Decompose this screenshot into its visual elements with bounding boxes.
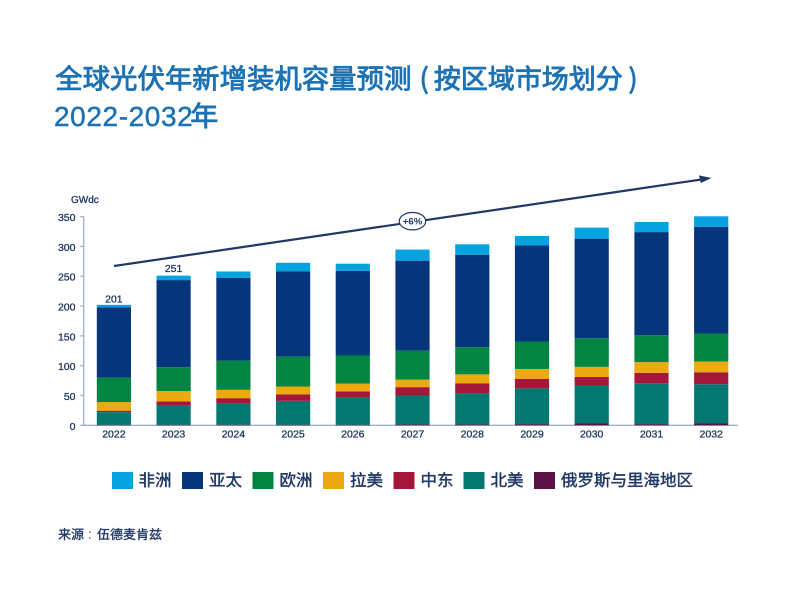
svg-text:2029: 2029 (520, 429, 544, 441)
svg-text:2030: 2030 (580, 429, 604, 441)
svg-text:2022-2032: 2022-2032 (54, 101, 193, 132)
svg-text:2028: 2028 (461, 429, 485, 441)
svg-text:2031: 2031 (640, 429, 664, 441)
svg-text::: : (88, 527, 92, 542)
svg-text:2024: 2024 (222, 429, 246, 441)
svg-text:350: 350 (58, 212, 76, 224)
svg-text:2022: 2022 (102, 429, 126, 441)
svg-text:2025: 2025 (281, 429, 305, 441)
svg-text:2027: 2027 (401, 429, 425, 441)
svg-text:150: 150 (58, 331, 76, 343)
svg-text:300: 300 (58, 242, 76, 254)
svg-text:2023: 2023 (162, 429, 186, 441)
svg-text:GWdc: GWdc (71, 195, 99, 206)
svg-text:250: 250 (58, 272, 76, 284)
svg-text:201: 201 (105, 294, 123, 306)
svg-text:2026: 2026 (341, 429, 365, 441)
svg-text:50: 50 (64, 391, 76, 403)
svg-text:200: 200 (58, 302, 76, 314)
svg-text:+6%: +6% (403, 217, 423, 228)
svg-text:2032: 2032 (700, 429, 724, 441)
svg-text:100: 100 (58, 361, 76, 373)
svg-text:0: 0 (70, 421, 76, 433)
svg-text:251: 251 (165, 263, 183, 275)
